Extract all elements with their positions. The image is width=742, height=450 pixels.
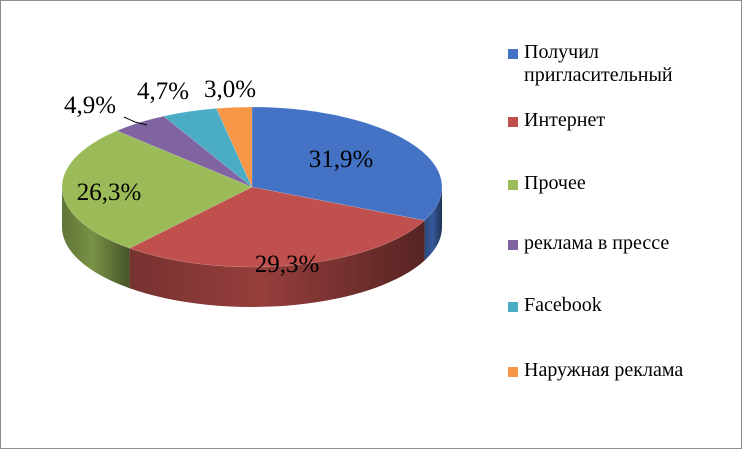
legend-label-line: пригласительный <box>524 64 673 86</box>
legend-label-2: Прочее <box>524 172 586 195</box>
pie-slice-4 <box>163 108 253 188</box>
legend-swatch-1 <box>508 117 518 127</box>
legend-swatch-3 <box>508 240 518 250</box>
pie-slice-side-2 <box>62 187 130 289</box>
legend-label-4: Facebook <box>524 294 602 317</box>
leader-line <box>123 116 148 126</box>
data-label-0: 31,9% <box>309 146 374 173</box>
pie-slice-2 <box>61 130 253 249</box>
legend-swatch-2 <box>508 180 518 190</box>
legend-label-line: Получил <box>524 41 599 63</box>
pie-slice-0 <box>251 106 443 221</box>
legend-label-line: Прочее <box>524 172 586 194</box>
legend-label-line: Наружная реклама <box>524 359 684 381</box>
data-label-2: 26,3% <box>77 179 142 206</box>
data-label-1: 29,3% <box>255 251 320 278</box>
legend-swatch-4 <box>508 302 518 312</box>
data-label-3: 4,9% <box>64 92 116 119</box>
pie-slice-side-1 <box>129 220 425 308</box>
legend-label-3: реклама в прессе <box>524 232 669 255</box>
pie-slice-1 <box>128 186 426 268</box>
legend-label-line: Интернет <box>524 109 606 131</box>
legend-label-1: Интернет <box>524 109 605 132</box>
legend-label-line: Facebook <box>524 294 602 316</box>
legend-swatch-5 <box>508 367 518 377</box>
data-label-5: 3,0% <box>204 76 256 103</box>
legend-label-line: реклама в прессе <box>524 232 670 254</box>
legend-swatch-0 <box>508 49 518 59</box>
data-label-4: 4,7% <box>137 78 189 105</box>
pie-slice-side-0 <box>424 187 442 261</box>
legend-label-5: Наружная реклама <box>524 359 683 382</box>
pie-slice-5 <box>216 106 253 188</box>
legend-label-0: Получил пригласительный <box>524 41 673 87</box>
